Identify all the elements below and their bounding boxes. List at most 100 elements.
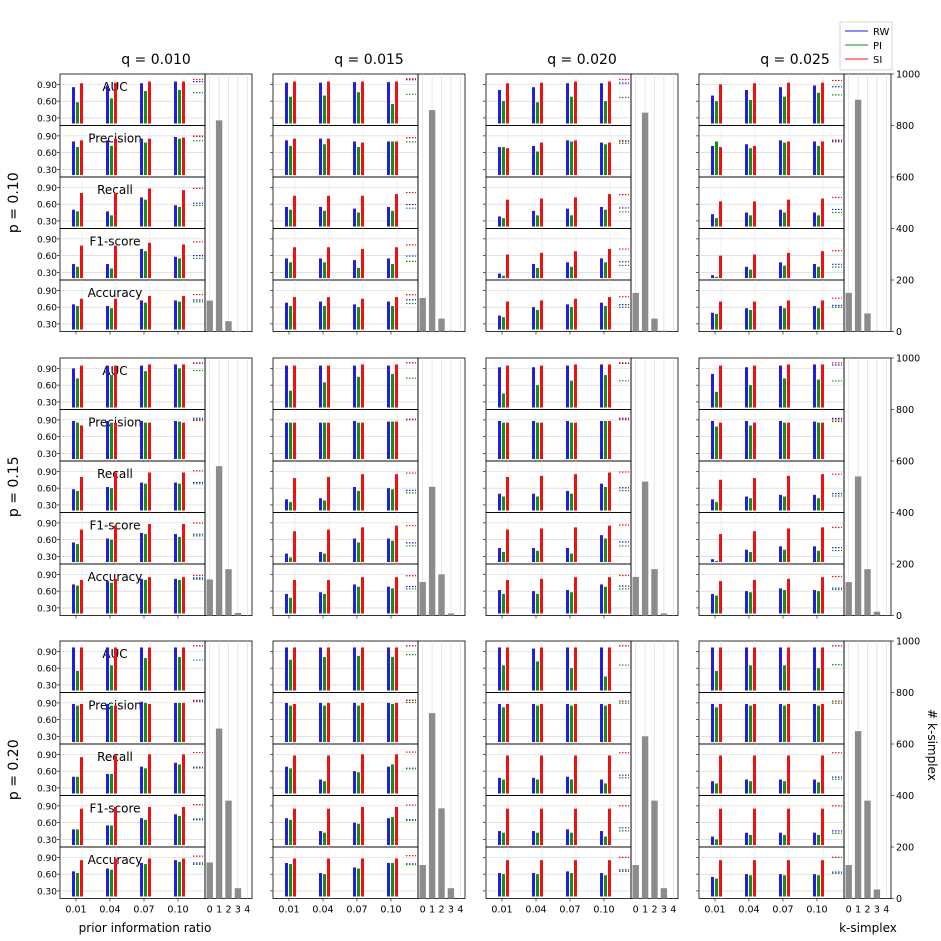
- bar-si: [540, 300, 543, 330]
- bar-rw: [745, 421, 748, 459]
- right-axis-tick-label: 600: [896, 173, 914, 184]
- bar-pi: [749, 665, 752, 691]
- bar-rw: [779, 588, 782, 614]
- bar-pi: [536, 832, 539, 845]
- hist-bar: [438, 318, 445, 332]
- bar-rw: [498, 421, 501, 459]
- bar-pi: [749, 592, 752, 614]
- bar-rw: [498, 777, 501, 794]
- bar-pi: [502, 393, 505, 408]
- bar-pi: [536, 385, 539, 408]
- bar-rw: [566, 421, 569, 459]
- bar-pi: [357, 422, 360, 459]
- hist-bar: [225, 321, 232, 332]
- bar-si: [293, 365, 296, 408]
- hist-bar: [873, 889, 881, 899]
- bar-si: [293, 579, 296, 614]
- bar-pi: [502, 101, 505, 124]
- bar-pi: [536, 779, 539, 794]
- y-tick-label: 0.90: [37, 854, 57, 864]
- k-simplex-tick-label: 3: [874, 905, 880, 916]
- bar-rw: [106, 487, 109, 511]
- bar-pi: [357, 542, 360, 562]
- bar-rw: [779, 874, 782, 897]
- bar-si: [148, 577, 151, 614]
- bar-si: [148, 858, 151, 897]
- bar-pi: [715, 141, 718, 175]
- bar-si: [395, 297, 398, 330]
- bar-si: [327, 808, 330, 845]
- bar-si: [608, 704, 611, 742]
- bar-si: [361, 142, 364, 175]
- bar-si: [787, 704, 790, 742]
- bar-si: [787, 364, 790, 408]
- hist-bar: [234, 330, 242, 332]
- bar-rw: [285, 365, 288, 408]
- bar-rw: [285, 140, 288, 175]
- right-axis-tick-label: 200: [896, 560, 914, 571]
- bar-pi: [715, 560, 718, 562]
- bar-rw: [566, 83, 569, 124]
- bar-rw: [140, 701, 143, 742]
- bar-rw: [745, 704, 748, 742]
- bar-rw: [106, 306, 109, 330]
- bar-rw: [319, 206, 322, 227]
- bar-si: [182, 647, 185, 691]
- hist-bar: [660, 888, 668, 899]
- k-simplex-tick-label: 0: [420, 905, 426, 916]
- bar-rw: [745, 367, 748, 408]
- hist-bar: [641, 112, 649, 332]
- bar-si: [574, 527, 577, 562]
- y-tick-label: 0.90: [37, 184, 57, 194]
- bar-pi: [536, 151, 539, 175]
- bar-si: [182, 858, 185, 897]
- bar-pi: [715, 878, 718, 897]
- bar-pi: [289, 705, 292, 742]
- metric-subplot: [270, 228, 419, 281]
- bar-rw: [140, 300, 143, 330]
- y-tick-label: 0.60: [37, 536, 57, 546]
- bar-rw: [600, 779, 603, 794]
- bar-si: [719, 704, 722, 742]
- bar-rw: [532, 307, 535, 330]
- bar-si: [540, 475, 543, 511]
- metric-subplot: [270, 279, 419, 332]
- bar-pi: [357, 586, 360, 614]
- bar-pi: [110, 375, 113, 408]
- bar-rw: [532, 831, 535, 845]
- metric-subplot: [483, 279, 632, 332]
- bar-si: [506, 365, 509, 408]
- row-labels: p = 0.10 p = 0.15 p = 0.20: [6, 172, 22, 800]
- bar-si: [182, 137, 185, 175]
- metric-subplot: 0.90 0.60 0.30 Precision: [37, 692, 206, 745]
- bar-pi: [110, 98, 113, 124]
- bar-si: [148, 81, 151, 124]
- bar-rw: [745, 779, 748, 794]
- bar-si: [182, 577, 185, 614]
- y-tick-label: 0.60: [37, 201, 57, 211]
- hist-bar: [428, 110, 436, 332]
- k-simplex-histogram: [204, 73, 253, 332]
- hist-bar: [215, 120, 223, 332]
- bar-rw: [779, 704, 782, 742]
- bar-pi: [391, 656, 394, 691]
- bar-si: [361, 195, 364, 227]
- bar-rw: [387, 818, 390, 845]
- bar-pi: [110, 422, 113, 459]
- bar-rw: [72, 368, 75, 408]
- hist-bar: [854, 476, 862, 616]
- metric-subplot: [696, 846, 845, 899]
- metric-subplot: 0.900.600.30AUC: [37, 73, 206, 126]
- bar-pi: [817, 92, 820, 124]
- bar-si: [182, 295, 185, 330]
- bar-si: [293, 531, 296, 562]
- k-simplex-tick-label: 4: [670, 905, 676, 916]
- bar-si: [80, 757, 83, 794]
- hist-bar: [641, 736, 649, 899]
- y-tick-label: 0.30: [37, 217, 57, 227]
- bar-pi: [536, 705, 539, 742]
- bar-rw: [779, 421, 782, 459]
- metric-subplot: [270, 460, 419, 513]
- bar-rw: [813, 779, 816, 794]
